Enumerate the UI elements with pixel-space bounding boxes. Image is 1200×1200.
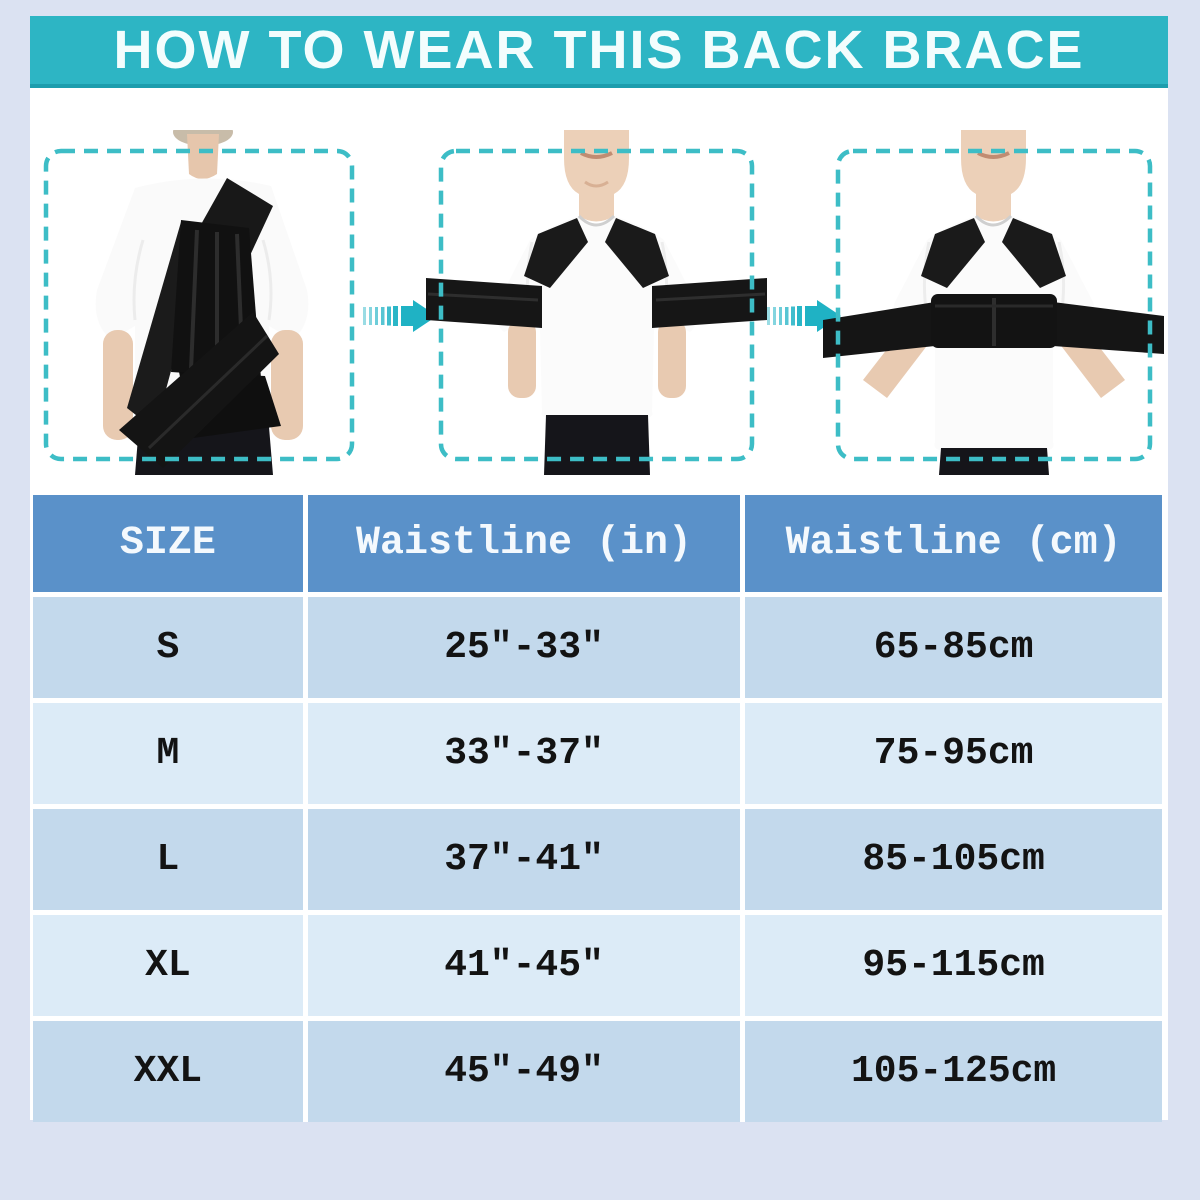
content-area: SIZE Waistline (in) Waistline (cm) S 25″…: [30, 88, 1168, 1122]
arrow-right-icon: [363, 300, 437, 332]
back-brace-rear-illustration: [95, 130, 309, 475]
front-brace-fastened-illustration: [823, 130, 1164, 475]
table-cell-xxl-inches: 45″-49″: [307, 1021, 741, 1122]
table-cell-xxl-cm: 105-125cm: [745, 1021, 1162, 1122]
front-brace-open-illustration: [426, 130, 767, 475]
table-cell-size-m: M: [33, 703, 303, 804]
table-cell-s-inches: 25″-33″: [307, 597, 741, 698]
table-cell-m-cm: 75-95cm: [745, 703, 1162, 804]
table-cell-size-s: S: [33, 597, 303, 698]
table-cell-l-cm: 85-105cm: [745, 809, 1162, 910]
table-cell-size-xxl: XXL: [33, 1021, 303, 1122]
table-cell-l-inches: 37″-41″: [307, 809, 741, 910]
size-chart-table: SIZE Waistline (in) Waistline (cm) S 25″…: [33, 495, 1162, 1122]
how-to-steps: [30, 88, 1168, 493]
step-2-photo-straps-open: [426, 130, 767, 475]
column-header-waistline-cm: Waistline (cm): [745, 495, 1162, 592]
step-3-photo-straps-fastened: [823, 130, 1164, 475]
table-cell-s-cm: 65-85cm: [745, 597, 1162, 698]
table-cell-xl-inches: 41″-45″: [307, 915, 741, 1016]
table-cell-xl-cm: 95-115cm: [745, 915, 1162, 1016]
table-cell-size-xl: XL: [33, 915, 303, 1016]
column-header-size: SIZE: [33, 495, 303, 592]
step-1-photo-back-view: [43, 130, 355, 475]
table-cell-size-l: L: [33, 809, 303, 910]
column-header-waistline-in: Waistline (in): [307, 495, 741, 592]
title-banner: HOW TO WEAR THIS BACK BRACE: [30, 16, 1168, 88]
table-cell-m-inches: 33″-37″: [307, 703, 741, 804]
page-title: HOW TO WEAR THIS BACK BRACE: [113, 20, 1085, 80]
